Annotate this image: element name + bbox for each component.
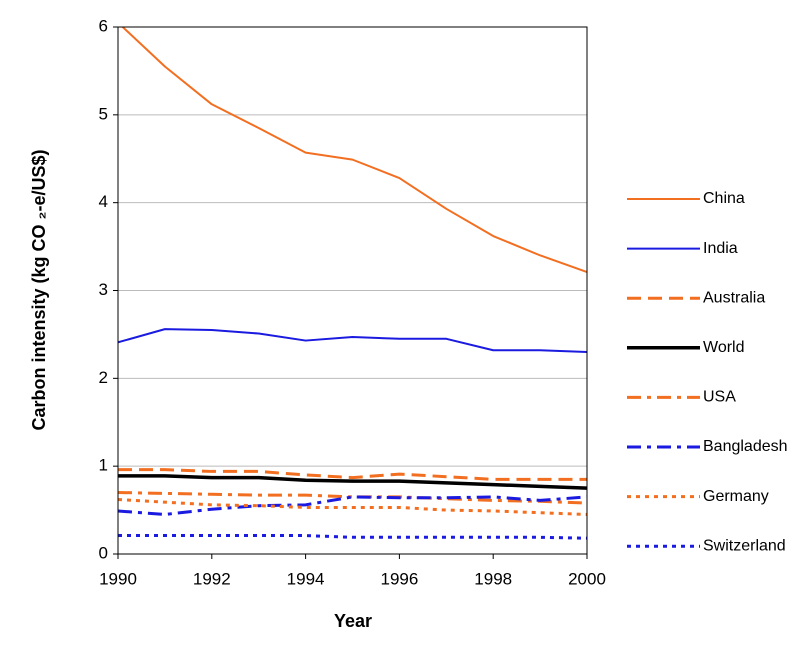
x-tick-label: 1994 bbox=[287, 569, 325, 588]
series-line bbox=[118, 498, 587, 516]
legend-label: Australia bbox=[703, 289, 765, 306]
legend-label: Switzerland bbox=[703, 537, 786, 554]
series-line bbox=[118, 468, 587, 481]
x-tick-label: 1990 bbox=[99, 569, 137, 588]
x-axis-label: Year bbox=[334, 611, 372, 631]
series-line bbox=[118, 328, 587, 353]
y-axis-label: Carbon intensity (kg CO ₂-e/US$) bbox=[29, 149, 49, 430]
lines bbox=[118, 27, 587, 540]
y-tick-label: 3 bbox=[99, 280, 108, 299]
y-tick-label: 6 bbox=[99, 16, 108, 35]
series-line bbox=[118, 534, 587, 540]
series-line bbox=[118, 491, 587, 505]
y-tick-label: 0 bbox=[99, 543, 108, 562]
legend-label: USA bbox=[703, 389, 736, 406]
legend: China India Australia World USA Bangladesh Ger… bbox=[627, 190, 788, 554]
y-tick-label: 4 bbox=[99, 192, 108, 211]
legend-label: China bbox=[703, 190, 745, 207]
y-tick-label: 2 bbox=[99, 368, 108, 387]
x-tick-label: 1992 bbox=[193, 569, 231, 588]
y-tick-label: 1 bbox=[99, 456, 108, 475]
y-tick-label: 5 bbox=[99, 104, 108, 123]
legend-label: Germany bbox=[703, 488, 769, 505]
series-line bbox=[118, 474, 587, 490]
series-line bbox=[118, 495, 587, 516]
x-tick-label: 2000 bbox=[568, 569, 606, 588]
series-line bbox=[121, 27, 587, 273]
legend-label: Bangladesh bbox=[703, 438, 788, 455]
x-tick-label: 1996 bbox=[380, 569, 418, 588]
x-tick-label: 1998 bbox=[474, 569, 512, 588]
legend-label: World bbox=[703, 339, 745, 356]
legend-label: India bbox=[703, 240, 738, 257]
